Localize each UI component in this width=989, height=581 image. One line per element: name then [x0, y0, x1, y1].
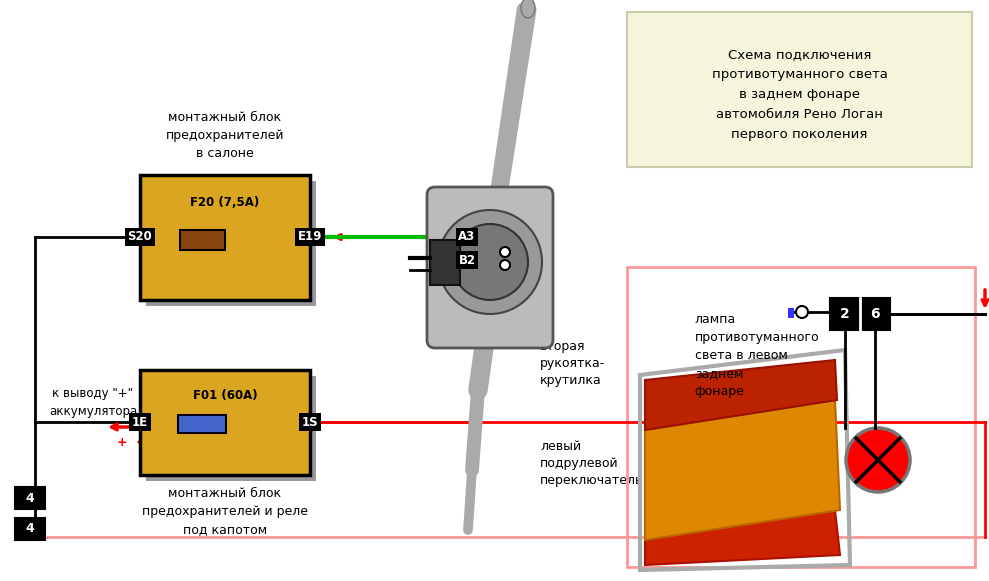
Text: вторая
рукоятка-
крутилка: вторая рукоятка- крутилка — [540, 340, 605, 387]
Polygon shape — [645, 510, 840, 565]
Bar — [627, 267, 975, 567]
Text: 6: 6 — [870, 307, 880, 321]
Polygon shape — [645, 360, 837, 430]
Text: A3: A3 — [458, 231, 476, 243]
Text: Схема подключения
противотуманного света
в заднем фонаре
автомобиля Рено Логан
п: Схема подключения противотуманного света… — [711, 48, 887, 141]
Bar — [627, 12, 972, 167]
Circle shape — [796, 306, 808, 318]
Bar — [430, 240, 460, 285]
Circle shape — [438, 210, 542, 314]
Text: 1E: 1E — [132, 415, 148, 429]
Polygon shape — [645, 400, 840, 540]
Bar — [179, 230, 225, 250]
Circle shape — [500, 247, 510, 257]
Text: монтажный блок
предохранителей и реле
под капотом: монтажный блок предохранителей и реле по… — [142, 487, 308, 536]
Bar — [140, 175, 310, 300]
FancyBboxPatch shape — [427, 187, 553, 348]
Bar — [830, 298, 890, 330]
Bar — [177, 415, 225, 433]
Ellipse shape — [521, 0, 535, 18]
Text: +: + — [117, 436, 128, 449]
Circle shape — [452, 224, 528, 300]
Circle shape — [846, 428, 910, 492]
Text: монтажный блок
предохранителей
в салоне: монтажный блок предохранителей в салоне — [166, 111, 284, 160]
Text: F01 (60A): F01 (60A) — [193, 389, 257, 401]
Text: лампа
противотуманного
света в левом
заднем
фонаре: лампа противотуманного света в левом зад… — [694, 313, 819, 398]
Bar — [788, 308, 794, 318]
Text: B2: B2 — [459, 253, 476, 267]
Text: 2: 2 — [840, 307, 850, 321]
Text: к выводу "+"
аккумулятора: к выводу "+" аккумулятора — [48, 388, 137, 418]
Bar — [15, 518, 45, 540]
Bar — [140, 370, 310, 475]
Text: левый
подрулевой
переключатель: левый подрулевой переключатель — [540, 440, 644, 487]
Text: S20: S20 — [128, 231, 152, 243]
Text: 4: 4 — [26, 522, 35, 536]
Circle shape — [500, 260, 510, 270]
Text: E19: E19 — [298, 231, 322, 243]
Text: 1S: 1S — [302, 415, 318, 429]
Bar — [146, 181, 316, 306]
Bar — [15, 487, 45, 509]
Text: F20 (7,5А): F20 (7,5А) — [190, 196, 260, 210]
Text: 4: 4 — [26, 493, 35, 505]
Bar — [146, 376, 316, 481]
